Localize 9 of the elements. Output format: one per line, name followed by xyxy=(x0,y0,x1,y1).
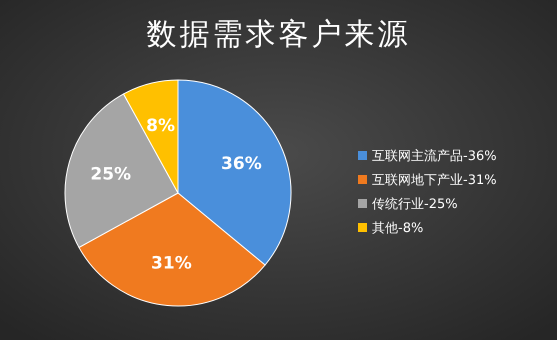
slice-label: 互联网主流产品-36% xyxy=(372,148,497,164)
data-label: 36% xyxy=(221,154,262,174)
data-label: 8% xyxy=(146,116,176,136)
legend-label: 传统行业-25% xyxy=(372,197,458,212)
data-label: 25% xyxy=(90,164,132,184)
data-label: 31% xyxy=(151,254,192,274)
chart-title: 数据需求客户来源 xyxy=(146,17,410,52)
legend-label: 其他-8% xyxy=(372,221,424,236)
legend-label: 互联网地下产业-31% xyxy=(372,173,497,188)
